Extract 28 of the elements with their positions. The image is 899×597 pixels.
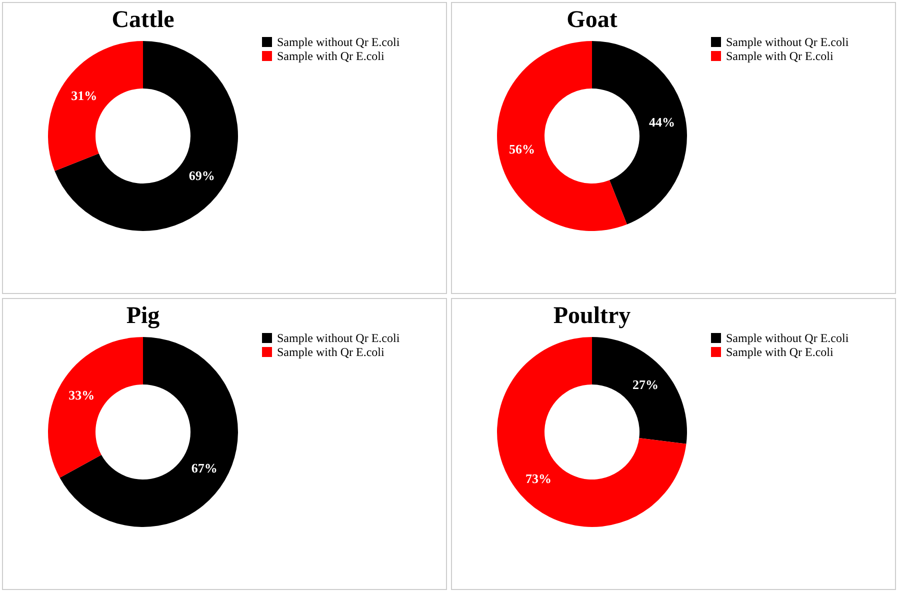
donut-slice	[497, 337, 686, 527]
data-label: 67%	[191, 460, 218, 476]
chart-title: Pig	[126, 303, 160, 329]
data-label: 33%	[68, 388, 95, 403]
chart-title: Goat	[566, 7, 618, 33]
legend-label: Sample without Qr E.coli	[277, 331, 400, 345]
data-label: 44%	[648, 114, 675, 130]
donut-slice	[592, 41, 687, 224]
legend-label: Sample with Qr E.coli	[726, 49, 834, 63]
legend-label: Sample without Qr E.coli	[277, 35, 400, 49]
legend-label: Sample with Qr E.coli	[277, 345, 385, 359]
donut-slice	[48, 337, 143, 478]
data-label: 73%	[526, 471, 552, 486]
donut-slice	[54, 41, 238, 231]
legend-label: Sample with Qr E.coli	[726, 345, 834, 359]
chart-title: Poultry	[553, 303, 631, 329]
data-label: 56%	[509, 141, 536, 156]
donut-slice	[592, 337, 687, 444]
donut-slice	[60, 337, 238, 527]
data-label: 27%	[632, 376, 658, 392]
data-label: 69%	[188, 168, 215, 184]
legend-label: Sample without Qr E.coli	[726, 331, 850, 345]
donut-slice	[497, 41, 627, 231]
chart-title: Cattle	[112, 7, 175, 33]
data-label: 31%	[71, 88, 98, 103]
legend-label: Sample with Qr E.coli	[277, 49, 385, 63]
donut-slice	[48, 41, 143, 171]
legend-label: Sample without Qr E.coli	[726, 35, 850, 49]
